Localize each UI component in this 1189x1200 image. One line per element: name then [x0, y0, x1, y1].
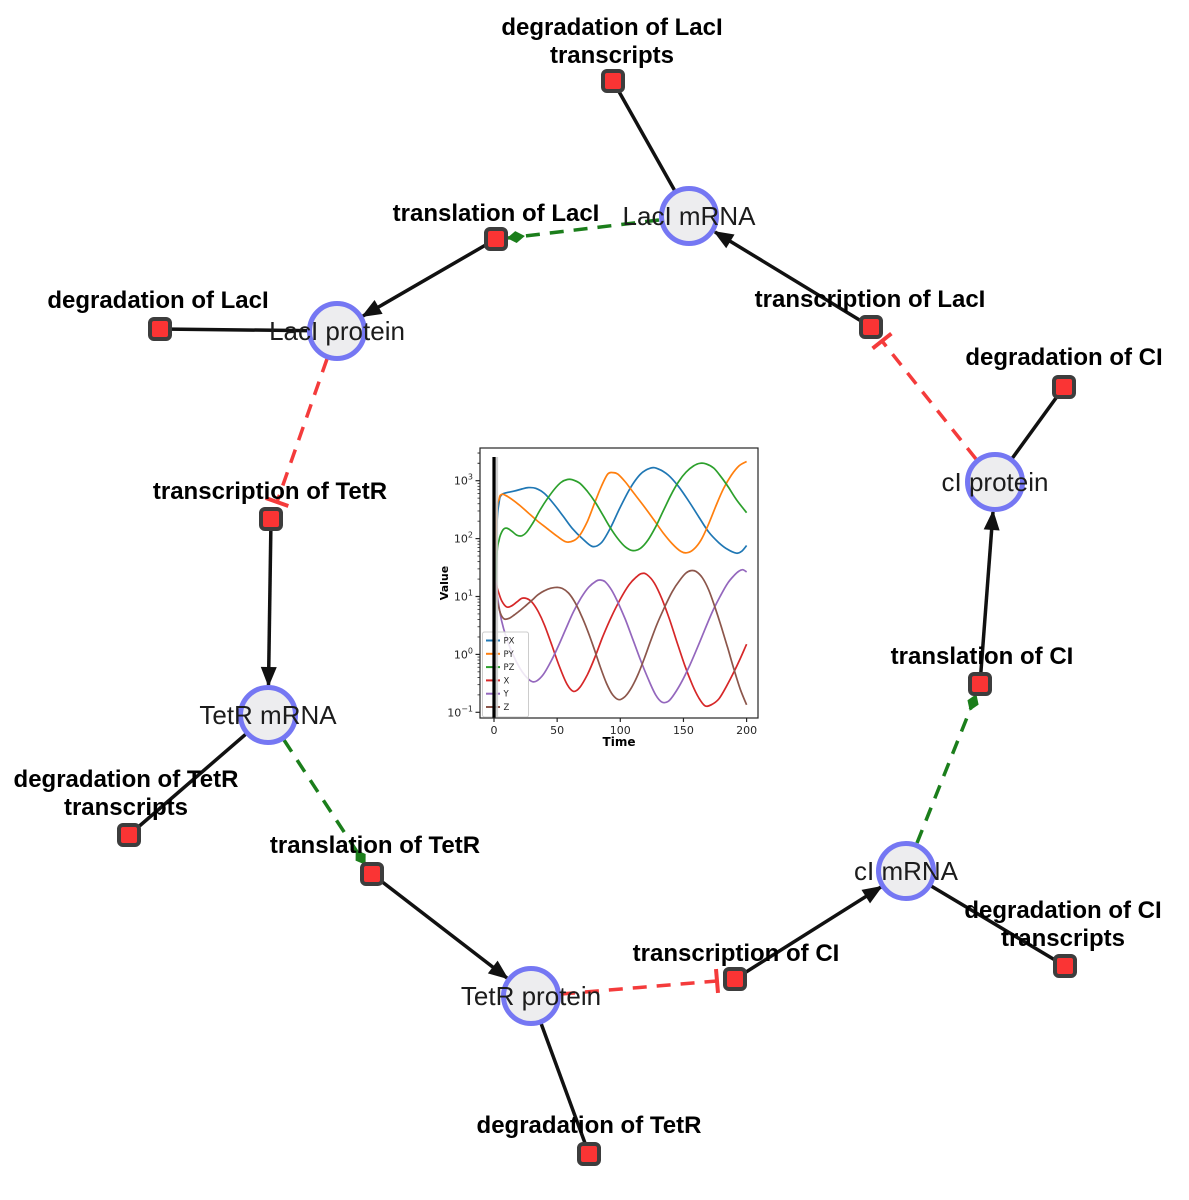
- timecourse-plot-svg: 0 50 100 150 200 10−1 100 101 102 103 PX PY PZ XYZ Tim…: [438, 447, 759, 749]
- node-reaction-degradation-ci[interactable]: [1052, 375, 1076, 399]
- label-degradation-ci-transcripts: degradation of CI transcripts: [964, 897, 1162, 952]
- series-PX: [493, 466, 748, 658]
- label-transcription-laci: transcription of LacI: [754, 286, 986, 313]
- label-degradation-laci-transcripts: degradation of LacI transcripts: [501, 14, 723, 69]
- label-degradation-laci: degradation of LacI: [47, 287, 269, 314]
- node-reaction-translation-tetr[interactable]: [360, 862, 384, 886]
- node-species-ci-protein[interactable]: [965, 452, 1025, 512]
- edge-modifier-laci-mrna-to-translation-laci: [507, 218, 660, 244]
- label-transcription-tetr: transcription of TetR: [152, 478, 388, 505]
- node-species-tetr-protein[interactable]: [501, 966, 561, 1026]
- timecourse-plot-inset: 0 50 100 150 200 10−1 100 101 102 103 PX PY PZ X Y Z Tim…: [438, 424, 790, 769]
- node-reaction-transcription-ci[interactable]: [723, 967, 747, 991]
- node-reaction-transcription-tetr[interactable]: [259, 507, 283, 531]
- node-reaction-degradation-ci-transcripts[interactable]: [1053, 954, 1077, 978]
- edge-inhibition-ci-protein-to-transcription-laci: [871, 331, 978, 461]
- y-tick-label: 103: [454, 473, 473, 488]
- label-ci-mrna: cI mRNA: [854, 856, 958, 886]
- legend-label-X: X: [504, 676, 510, 686]
- edge-production-translation-laci-to-laci-protein: [361, 237, 497, 318]
- edge-production-transcription-tetr-to-tetr-mrna: [260, 518, 277, 687]
- y-tick-label: 100: [454, 646, 473, 661]
- label-ci-protein: cI protein: [941, 467, 1049, 497]
- label-translation-tetr: translation of TetR: [269, 832, 481, 859]
- edge-modifier-tetr-mrna-to-translation-tetr: [282, 739, 367, 865]
- series-PZ: [493, 462, 748, 658]
- y-tick-label: 10−1: [447, 704, 473, 719]
- node-reaction-translation-laci[interactable]: [484, 227, 508, 251]
- node-reaction-degradation-tetr[interactable]: [577, 1142, 601, 1166]
- legend-label-Z: Z: [504, 703, 510, 713]
- edge-production-translation-ci-to-ci-protein: [978, 510, 1000, 685]
- x-tick-label: 100: [610, 724, 631, 737]
- node-reaction-degradation-laci[interactable]: [148, 317, 172, 341]
- y-tick-label: 101: [454, 589, 473, 604]
- x-axis-title: Time: [603, 735, 636, 749]
- label-tetr-mrna: TetR mRNA: [199, 700, 337, 730]
- label-degradation-tetr-transcripts: degradation of TetR transcripts: [13, 766, 239, 821]
- label-transcription-ci: transcription of CI: [632, 940, 840, 967]
- label-degradation-ci: degradation of CI: [965, 344, 1163, 371]
- edge-inhibition-laci-protein-to-transcription-tetr: [265, 358, 329, 508]
- node-reaction-degradation-laci-transcripts[interactable]: [601, 69, 625, 93]
- edge-production-transcription-laci-to-laci-mrna: [713, 230, 872, 329]
- y-axis-title: Value: [440, 566, 451, 600]
- y-tick-label: 102: [454, 531, 473, 546]
- legend: PX PY PZ XYZ: [482, 631, 529, 718]
- legend-label-Y: Y: [503, 690, 510, 700]
- label-translation-laci: translation of LacI: [392, 200, 600, 227]
- edge-inhibition-tetr-protein-to-transcription-ci: [560, 968, 720, 996]
- series-X: [493, 572, 748, 708]
- series-PY: [493, 460, 748, 658]
- edge-production-transcription-ci-to-ci-mrna: [734, 885, 883, 981]
- edge-modifier-ci-mrna-to-translation-ci: [915, 694, 979, 844]
- label-laci-protein: LacI protein: [269, 316, 405, 346]
- legend-label-PX: PX: [504, 637, 515, 647]
- legend-label-PZ: PZ: [504, 663, 515, 673]
- label-translation-ci: translation of CI: [890, 643, 1074, 670]
- label-degradation-tetr: degradation of TetR: [476, 1112, 702, 1139]
- label-tetr-protein: TetR protein: [460, 981, 602, 1011]
- x-tick-label: 0: [491, 724, 498, 737]
- node-reaction-transcription-laci[interactable]: [859, 315, 883, 339]
- node-reaction-degradation-tetr-transcripts[interactable]: [117, 823, 141, 847]
- node-reaction-translation-ci[interactable]: [968, 672, 992, 696]
- edge-consumption-ci-mrna-degradation: [905, 869, 1066, 968]
- plot-frame: [479, 447, 759, 719]
- x-tick-label: 50: [550, 724, 564, 737]
- edge-production-translation-tetr-to-tetr-protein: [370, 872, 509, 980]
- series-Z: [493, 569, 748, 706]
- label-laci-mrna: LacI mRNA: [622, 201, 756, 231]
- node-species-tetr-mrna[interactable]: [238, 685, 298, 745]
- node-species-ci-mrna[interactable]: [876, 841, 936, 901]
- x-tick-label: 200: [736, 724, 757, 737]
- legend-label-PY: PY: [504, 650, 515, 660]
- node-species-laci-mrna[interactable]: [659, 186, 719, 246]
- node-species-laci-protein[interactable]: [307, 301, 367, 361]
- x-tick-label: 150: [673, 724, 694, 737]
